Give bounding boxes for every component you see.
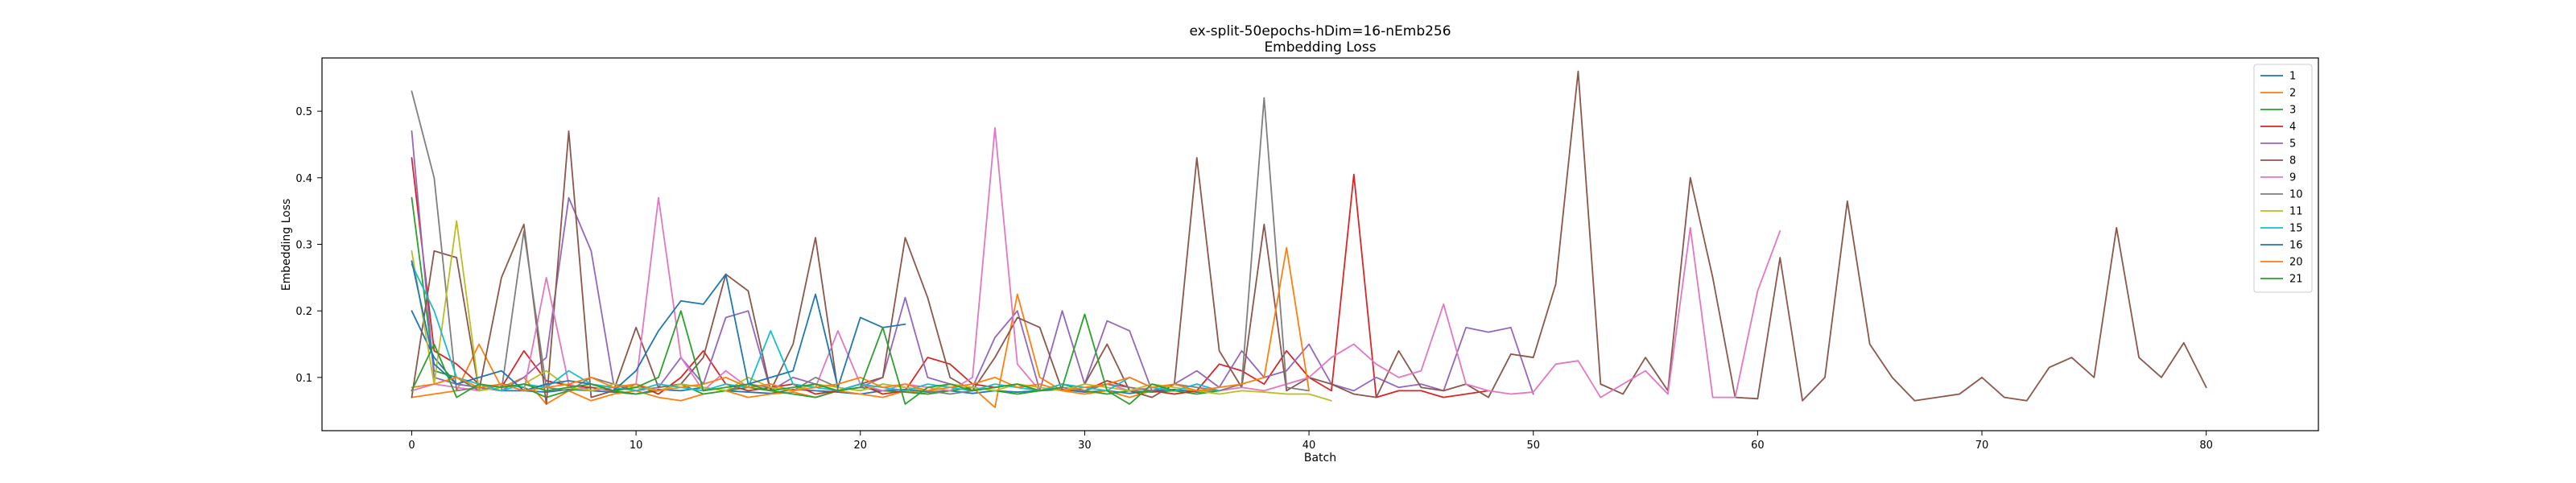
chart-title: ex-split-50epochs-hDim=16-nEmb256 <box>1189 23 1451 39</box>
x-tick-label: 70 <box>1975 440 1989 452</box>
series-line-1 <box>411 310 1220 395</box>
x-tick-label: 50 <box>1526 440 1540 452</box>
legend-label: 1 <box>2289 71 2296 83</box>
legend-label: 15 <box>2289 223 2303 235</box>
y-axis: 0.1 0.2 0.3 0.4 0.5 <box>295 106 322 385</box>
x-axis-label: Batch <box>1304 452 1336 464</box>
y-tick-label: 0.5 <box>295 106 312 118</box>
legend-label: 11 <box>2289 206 2303 218</box>
series-layer <box>411 70 2207 408</box>
legend-label: 20 <box>2289 257 2303 269</box>
legend-box <box>2253 64 2313 293</box>
x-axis: 0 10 20 30 40 50 60 70 80 <box>408 431 2213 452</box>
plot-area <box>322 58 2318 431</box>
y-tick-label: 0.4 <box>295 173 312 185</box>
series-line-21 <box>411 310 1175 405</box>
legend-label: 4 <box>2289 122 2296 134</box>
x-tick-label: 40 <box>1302 440 1316 452</box>
x-tick-label: 20 <box>853 440 867 452</box>
legend-label: 3 <box>2289 105 2296 117</box>
legend-label: 21 <box>2289 274 2303 286</box>
legend-label: 9 <box>2289 172 2296 184</box>
y-axis-label: Embedding Loss <box>280 199 293 291</box>
chart-subtitle: Embedding Loss <box>1264 39 1376 56</box>
x-tick-label: 80 <box>2199 440 2213 452</box>
plot-frame <box>321 57 2319 431</box>
series-line-16 <box>411 260 906 392</box>
y-tick-label: 0.2 <box>295 306 312 318</box>
y-tick-label: 0.1 <box>295 373 312 385</box>
legend-label: 5 <box>2289 138 2296 151</box>
y-tick-label: 0.3 <box>295 240 312 252</box>
x-tick-label: 30 <box>1078 440 1092 452</box>
legend-label: 8 <box>2289 155 2296 167</box>
x-tick-label: 60 <box>1751 440 1765 452</box>
legend-label: 10 <box>2289 189 2303 201</box>
x-tick-label: 0 <box>408 440 415 452</box>
legend: 1 2 3 4 5 8 9 10 11 15 16 20 21 <box>2253 64 2313 293</box>
legend-label: 16 <box>2289 240 2303 252</box>
legend-label: 2 <box>2289 88 2296 100</box>
x-tick-label: 10 <box>630 440 643 452</box>
